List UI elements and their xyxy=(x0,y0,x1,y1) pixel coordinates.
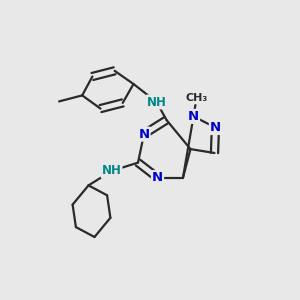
Text: N: N xyxy=(188,110,199,123)
Text: N: N xyxy=(152,171,163,184)
Text: NH: NH xyxy=(102,164,122,178)
Text: N: N xyxy=(138,128,150,141)
Text: CH₃: CH₃ xyxy=(185,93,208,103)
Text: N: N xyxy=(210,121,221,134)
Text: NH: NH xyxy=(147,95,166,109)
